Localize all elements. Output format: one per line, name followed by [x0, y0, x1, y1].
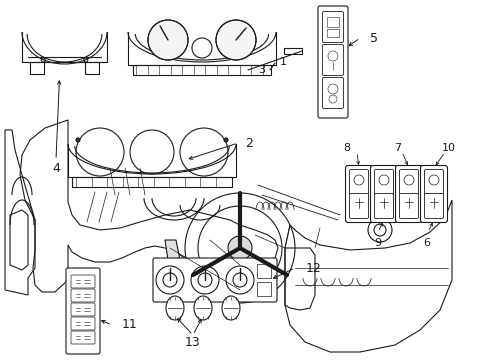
Text: 5: 5 — [369, 32, 377, 45]
FancyBboxPatch shape — [71, 331, 95, 344]
Text: 7: 7 — [394, 143, 401, 153]
Bar — [326, 17, 338, 27]
Text: 1: 1 — [280, 57, 286, 67]
Bar — [257, 282, 270, 296]
Text: 2: 2 — [244, 136, 252, 149]
FancyBboxPatch shape — [424, 194, 443, 219]
FancyBboxPatch shape — [71, 275, 95, 288]
Circle shape — [76, 138, 80, 142]
FancyBboxPatch shape — [349, 194, 368, 219]
FancyBboxPatch shape — [71, 317, 95, 330]
Text: 11: 11 — [122, 319, 138, 332]
FancyBboxPatch shape — [374, 170, 393, 194]
Text: 4: 4 — [52, 162, 60, 175]
Ellipse shape — [222, 296, 240, 320]
Bar — [257, 264, 270, 278]
Text: 8: 8 — [343, 143, 350, 153]
Circle shape — [148, 20, 187, 60]
FancyBboxPatch shape — [66, 268, 100, 354]
FancyBboxPatch shape — [420, 166, 447, 222]
FancyBboxPatch shape — [395, 166, 422, 222]
Text: 13: 13 — [185, 337, 201, 350]
Text: 12: 12 — [305, 261, 321, 274]
Ellipse shape — [165, 296, 183, 320]
Bar — [284, 48, 302, 54]
Text: 10: 10 — [441, 143, 455, 153]
Text: 6: 6 — [423, 238, 429, 248]
Circle shape — [216, 20, 256, 60]
FancyBboxPatch shape — [349, 170, 368, 194]
FancyBboxPatch shape — [374, 194, 393, 219]
Bar — [133, 65, 270, 75]
FancyBboxPatch shape — [322, 12, 343, 42]
Circle shape — [227, 236, 251, 260]
FancyBboxPatch shape — [345, 166, 372, 222]
Bar — [72, 177, 231, 187]
Text: 9: 9 — [374, 238, 381, 248]
Polygon shape — [164, 240, 183, 295]
Bar — [326, 29, 338, 37]
FancyBboxPatch shape — [322, 45, 343, 76]
FancyBboxPatch shape — [71, 289, 95, 302]
FancyBboxPatch shape — [71, 303, 95, 316]
FancyBboxPatch shape — [370, 166, 397, 222]
FancyBboxPatch shape — [317, 6, 347, 118]
Circle shape — [224, 138, 227, 142]
FancyBboxPatch shape — [322, 77, 343, 108]
Text: 3: 3 — [258, 65, 264, 75]
FancyBboxPatch shape — [424, 170, 443, 194]
Ellipse shape — [194, 296, 212, 320]
FancyBboxPatch shape — [153, 258, 276, 302]
FancyBboxPatch shape — [399, 170, 418, 194]
FancyBboxPatch shape — [399, 194, 418, 219]
